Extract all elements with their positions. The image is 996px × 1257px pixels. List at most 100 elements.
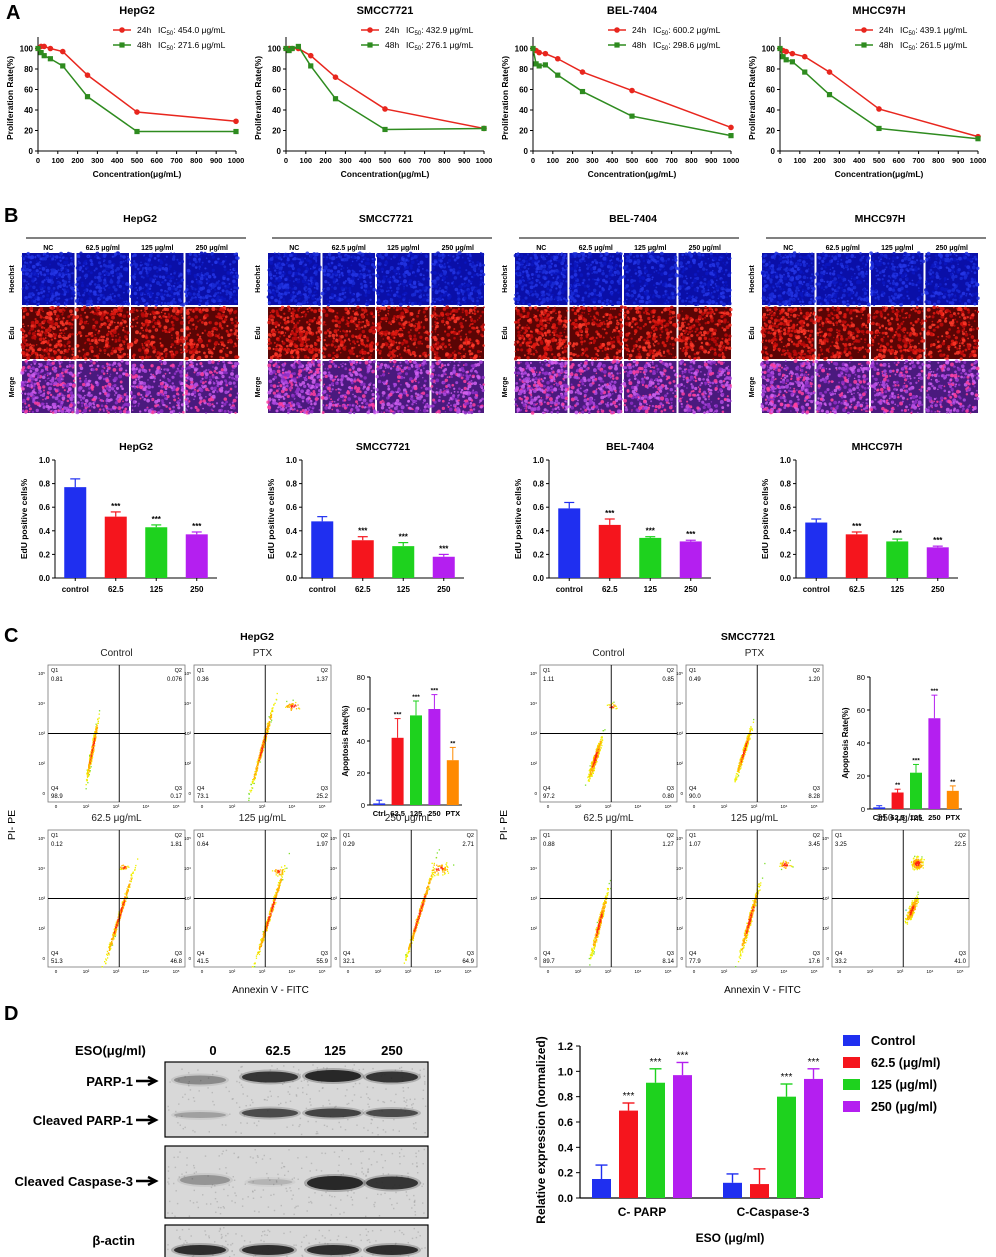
cell-nucleus — [66, 251, 70, 255]
cell-nucleus — [362, 267, 366, 271]
cell-nucleus — [156, 356, 160, 360]
cell-nucleus — [58, 273, 62, 277]
panel-letter-b: B — [4, 205, 19, 227]
cell-nucleus — [82, 354, 87, 358]
cell-nucleus — [301, 273, 304, 276]
cell-nucleus — [111, 363, 115, 367]
cell-nucleus — [189, 360, 193, 364]
cell-nucleus — [121, 297, 123, 300]
cell-nucleus — [134, 400, 138, 403]
legend-series-name: 24h — [137, 25, 151, 35]
cell-nucleus — [398, 353, 402, 356]
cell-nucleus — [317, 327, 320, 330]
cell-nucleus — [186, 372, 189, 374]
cell-nucleus — [274, 269, 277, 272]
cell-nucleus — [65, 273, 68, 276]
cell-nucleus — [64, 410, 67, 413]
cell-nucleus — [366, 313, 369, 316]
cell-nucleus — [55, 255, 59, 259]
cell-nucleus — [298, 332, 302, 336]
cell-nucleus — [61, 368, 66, 372]
legend-ic50: IC50: 439.1 μg/mL — [900, 25, 968, 37]
cell-nucleus — [159, 409, 164, 414]
cell-nucleus — [38, 337, 43, 342]
cell-nucleus — [50, 338, 54, 341]
cell-nucleus — [122, 340, 126, 344]
cell-nucleus — [67, 297, 71, 301]
cell-nucleus — [154, 321, 158, 326]
cell-nucleus — [111, 347, 115, 350]
cell-nucleus — [33, 382, 37, 386]
cell-nucleus — [231, 364, 235, 368]
cell-nucleus — [399, 280, 402, 283]
cell-nucleus — [212, 405, 216, 408]
cell-nucleus — [24, 272, 29, 276]
cell-nucleus — [228, 301, 232, 304]
cell-nucleus — [22, 406, 24, 408]
cell-nucleus — [398, 302, 403, 307]
cell-nucleus — [154, 404, 158, 408]
cell-nucleus — [224, 315, 228, 319]
cell-nucleus — [124, 302, 127, 306]
cell-nucleus — [146, 398, 150, 403]
cell-nucleus — [118, 296, 122, 300]
cell-nucleus — [221, 356, 224, 359]
cell-nucleus — [189, 377, 194, 382]
cell-nucleus — [85, 315, 89, 319]
cell-nucleus — [229, 328, 233, 332]
cell-nucleus — [194, 315, 198, 319]
cell-nucleus — [411, 260, 415, 265]
cell-nucleus — [43, 279, 46, 282]
cell-nucleus — [164, 347, 168, 352]
cell-nucleus — [467, 257, 470, 260]
cell-nucleus — [25, 406, 28, 409]
cell-nucleus — [448, 284, 451, 286]
cell-nucleus — [390, 301, 394, 306]
cell-nucleus — [62, 316, 65, 320]
cell-nucleus — [168, 372, 171, 374]
cell-nucleus — [482, 283, 485, 286]
cell-nucleus — [456, 303, 459, 306]
cell-nucleus — [227, 333, 231, 338]
cell-nucleus — [31, 377, 35, 381]
cell-nucleus — [176, 404, 179, 407]
cell-nucleus — [64, 267, 68, 271]
cell-nucleus — [448, 318, 452, 321]
cell-nucleus — [147, 379, 149, 381]
cell-nucleus — [101, 365, 105, 368]
cell-nucleus — [97, 410, 100, 413]
cell-nucleus — [473, 319, 477, 323]
cell-nucleus — [162, 403, 165, 407]
cell-nucleus — [104, 385, 107, 388]
cell-nucleus — [417, 280, 420, 283]
cell-nucleus — [56, 305, 60, 309]
cell-nucleus — [45, 402, 48, 405]
cell-nucleus — [36, 262, 40, 267]
cell-nucleus — [279, 315, 283, 319]
cell-nucleus — [119, 351, 122, 354]
data-point — [975, 136, 981, 142]
cell-nucleus — [61, 293, 64, 296]
x-tick-label: 800 — [685, 156, 698, 165]
cell-nucleus — [481, 327, 485, 332]
cell-nucleus — [482, 344, 485, 347]
cell-nucleus — [217, 280, 220, 283]
cell-nucleus — [67, 270, 70, 273]
cell-nucleus — [194, 390, 197, 393]
cell-nucleus — [92, 402, 95, 405]
cell-nucleus — [394, 279, 396, 282]
data-point — [38, 50, 44, 56]
cell-nucleus — [90, 364, 94, 367]
cell-nucleus — [236, 337, 238, 340]
cell-nucleus — [355, 355, 359, 358]
cell-nucleus — [180, 328, 184, 333]
cell-nucleus — [98, 376, 102, 380]
cell-nucleus — [447, 325, 451, 329]
cell-nucleus — [60, 332, 63, 335]
cell-nucleus — [58, 373, 63, 378]
cell-nucleus — [297, 309, 300, 312]
cell-nucleus — [24, 308, 28, 312]
cell-nucleus — [350, 300, 353, 304]
cell-nucleus — [203, 384, 207, 388]
cell-nucleus — [292, 308, 294, 310]
